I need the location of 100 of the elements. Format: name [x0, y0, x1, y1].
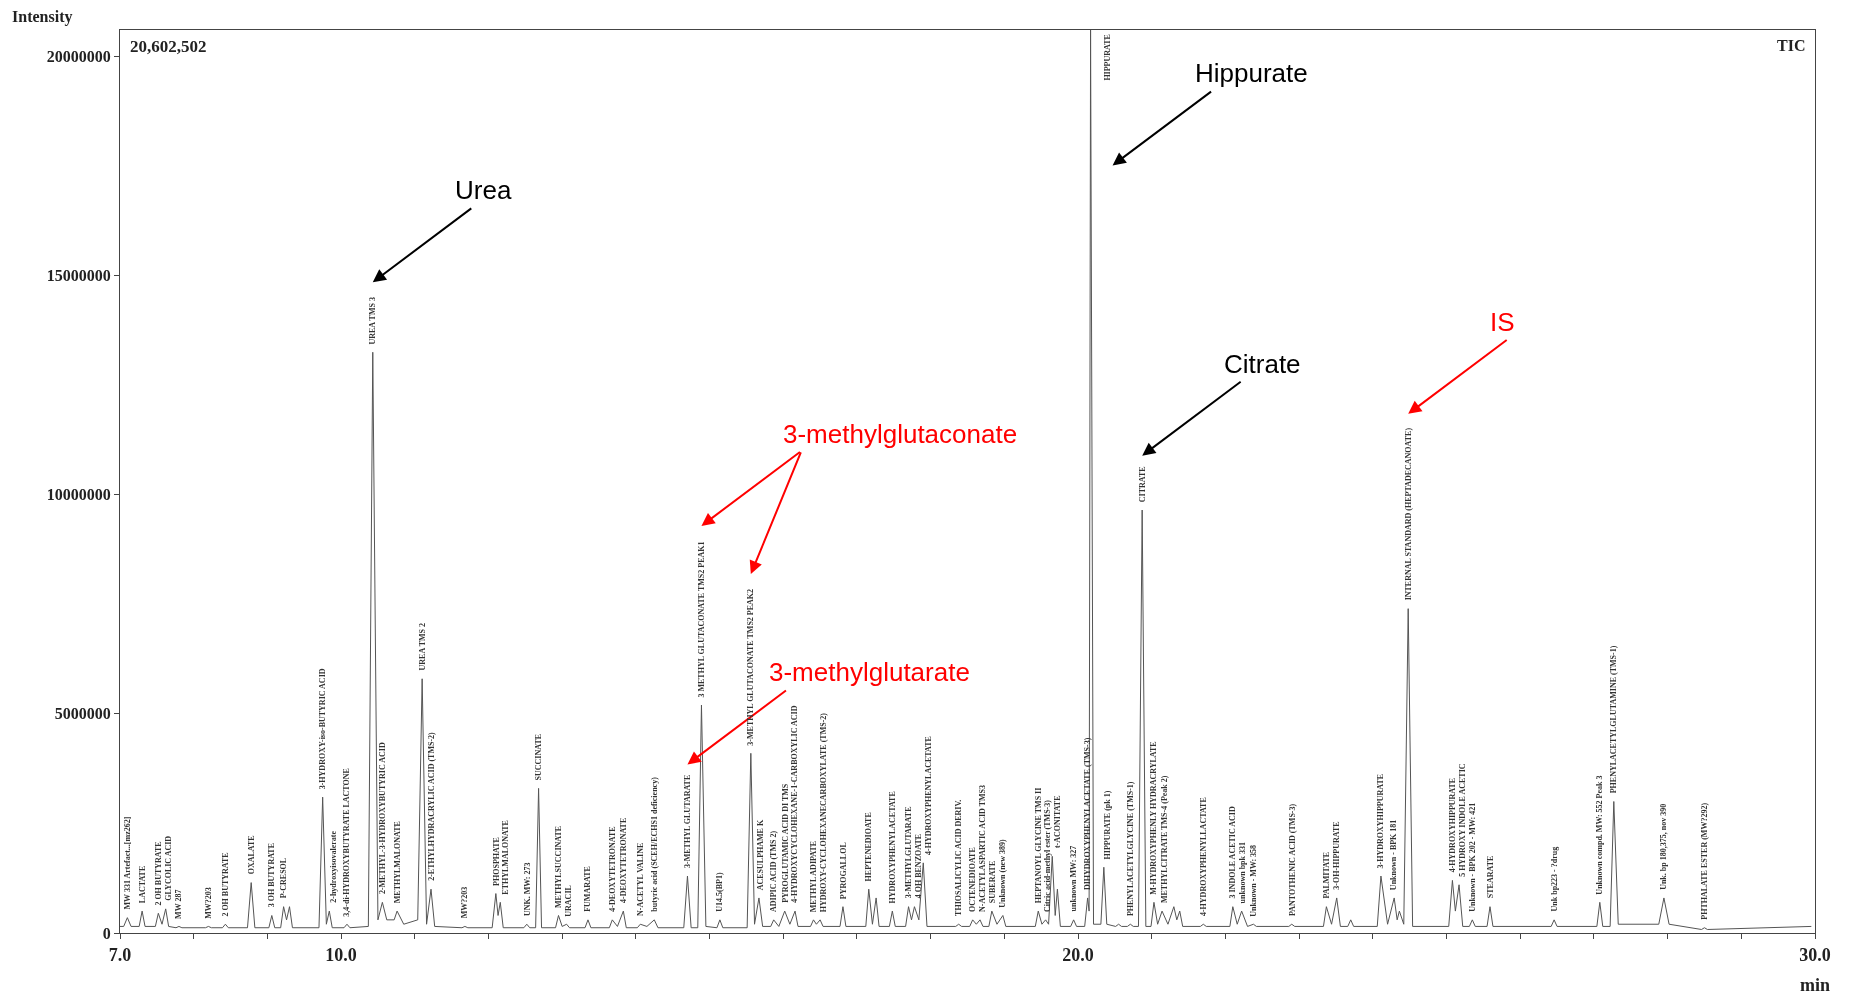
annotation: UNK. MW: 273: [522, 862, 532, 917]
annotation: IS: [1490, 307, 1515, 337]
annotation: 3-METHYL GLUTARATE: [682, 774, 692, 868]
annotation: 3-METHYLGLUTARATE: [903, 806, 913, 899]
y-tick-label: 10000000: [46, 486, 111, 504]
y-tick-label: 15000000: [46, 267, 111, 285]
annotation: METHYLSUCCINATE: [554, 825, 564, 908]
annotation: Hippurate: [1195, 58, 1308, 88]
annotation: 3-methylglutarate: [769, 657, 970, 687]
annotation: ETHYLMALONATE: [501, 820, 511, 895]
annotation: Citric acid-methyl ester (TMS-3): [1043, 799, 1053, 913]
annotation: MW 331 Artefact...[mz262]: [123, 816, 133, 910]
annotation: N-ACETYL VALINE: [635, 842, 645, 917]
annotation: FUMARATE: [583, 866, 593, 912]
annotation: unknown bpk 331: [1238, 842, 1248, 904]
annotation: URACIL: [564, 885, 574, 917]
annotation: PANTOTHENIC ACID (TMS-3): [1287, 803, 1297, 916]
annotation: CITRATE: [1138, 466, 1148, 503]
annotation: unknown MW: 327: [1068, 845, 1078, 912]
annotation: LACTATE: [138, 865, 148, 904]
annotation: Unknown (new 389): [997, 839, 1007, 908]
annotation: SUCCINATE: [533, 733, 543, 781]
annotation: GLYCOLIC ACID: [163, 835, 173, 901]
annotation: 3-METHYL GLUTACONATE TMS2 PEAK2: [746, 588, 756, 746]
annotation: HYDROXYPHENYLACETATE: [888, 791, 898, 904]
annotation: HIPPURATE (pk 1): [1102, 790, 1112, 860]
annotation: ACESULPHAME K: [756, 819, 766, 891]
annotation: Unknown compd. MW: 552 Peak 3: [1594, 775, 1604, 895]
annotation: HYDROXY-CYCLOHEXANECARBOXYLATE (TMS-2): [818, 712, 828, 913]
annotation: P-CRESOL: [278, 857, 288, 899]
annotation: 4-HYDROXYPHENYLLACTATE: [1198, 797, 1208, 917]
annotation: 4-HYDROXYPHENYLACETATE: [924, 736, 934, 855]
annotation: 2 OH BUTYRATE: [154, 841, 164, 906]
annotation: PYROGALLOL: [838, 842, 848, 900]
annotation: MW?203: [204, 887, 213, 919]
annotation: PHTHALATE ESTER (MW?292): [1700, 802, 1710, 920]
annotation: 4 OH BENZOATE: [913, 833, 923, 899]
annotation: 3 METHYL GLUTACONATE TMS2 PEAK1: [697, 541, 707, 698]
annotation: Urea: [455, 175, 512, 205]
annotation: MW 287: [174, 889, 184, 919]
annotation: 4-DEOXYTETRONATE: [618, 817, 628, 903]
annotation: 2-METHYL-3-HYDROXYBUTYRIC ACID: [378, 742, 388, 895]
annotation: METHYL ADIPATE: [808, 840, 818, 913]
annotation: HIPPURATE: [1102, 34, 1112, 81]
annotation: Unknown - BPK 181: [1389, 819, 1399, 891]
annotation: t-ACONITATE: [1053, 795, 1063, 849]
annotation: PHENYLACETYLGLUTAMINE (TMS-1): [1609, 645, 1619, 794]
annotation: 20,602,502: [130, 37, 207, 56]
annotation: METHYLMALONATE: [393, 821, 403, 904]
annotation: 3-OH-HIPPURATE: [1331, 821, 1341, 890]
annotation: HEPTENEDIOATE: [864, 812, 874, 882]
annotation: M-HYDROXYPHENLY HYDRACRYLATE: [1149, 741, 1159, 895]
annotation: U14.5(BP1): [715, 872, 725, 912]
annotation: UREA TMS 3: [368, 297, 378, 345]
annotation: Citrate: [1224, 349, 1301, 379]
line-series: [120, 30, 1812, 930]
annotation: Unk bp223 - ?drug: [1549, 846, 1559, 912]
x-tick-label: 7.0: [108, 944, 132, 965]
annotation: SUBERATE: [988, 860, 998, 904]
annotation: Unknown - MW: 358: [1249, 844, 1259, 917]
annotation: 2 OH BUTYRATE: [221, 852, 231, 917]
annotation: THIOSALICYLIC ACID DERIV.: [954, 799, 964, 916]
annotation: METHYLCITRATE TMS-4 (Peak 2): [1159, 775, 1169, 904]
annotation: ADIPIC ACID (TMS 2): [769, 830, 779, 913]
x-tick-label: 10.0: [325, 944, 357, 965]
annotation: 3-HYDROXY-iso-BUTYRIC ACID: [318, 668, 328, 790]
annotation: 2-ETHYLHYDRACRYLIC ACID (TMS-2): [427, 731, 437, 881]
y-axis-title: Intensity: [12, 8, 73, 26]
y-tick-label: 5000000: [54, 705, 111, 723]
annotation: butyric acid (SCEH/ECHS1 deficiency): [649, 776, 659, 912]
y-tick-label: 0: [102, 924, 111, 942]
annotation: N-ACETYLASPARTIC ACID TMS3: [978, 785, 988, 913]
annotation: PALMITATE: [1322, 851, 1332, 899]
annotation: DIHYDROXYPHENYLACETATE (TMS-3): [1083, 737, 1093, 891]
annotation: HEPTANOYL GLYCINE TMS II: [1034, 787, 1044, 904]
annotation: 3 INDOLE ACETIC ACID: [1228, 806, 1238, 899]
annotation: PHENYLACETYLGLYCINE (TMS-1): [1125, 781, 1135, 917]
y-tick-label: 20000000: [46, 48, 111, 66]
annotation: 3-HYDROXYHIPPURATE: [1376, 773, 1386, 869]
annotation: 3-methylglutaconate: [783, 419, 1018, 449]
x-tick-label: 30.0: [1799, 944, 1831, 965]
annotation: STEARATE: [1485, 855, 1495, 899]
annotation: TIC: [1777, 37, 1806, 54]
annotation: OXALATE: [247, 835, 257, 875]
annotation: 4-HYDROXYHIPPURATE: [1447, 777, 1457, 873]
annotation: PYROGLUTAMIC ACID DI TMS: [780, 783, 790, 903]
annotation: 5 HYDROXY INDOLE ACETIC: [1458, 763, 1468, 877]
annotation: 4-DEOXYTETRONATE: [607, 826, 617, 912]
annotation: INTERNAL STANDARD (HEPTADECANOATE): [1404, 427, 1414, 601]
x-tick-label: 20.0: [1062, 944, 1094, 965]
annotation: PHOSPHATE: [491, 837, 501, 886]
annotation: UREA TMS 2: [417, 623, 427, 671]
x-axis-title: min: [1800, 975, 1831, 995]
annotation: 2-hydroxyisovalerate: [328, 830, 338, 903]
annotation: Unk. bp 180,375, nov 390: [1658, 803, 1668, 890]
annotation: OCTENEDIOATE: [968, 847, 978, 913]
annotation: MW?203: [460, 886, 470, 919]
annotation: 4-HYDROXYCYCLOHEXANE-1-CARBOXYLIC ACID: [790, 705, 800, 903]
annotation: Unknown - BPK 202 - MW: 421: [1468, 802, 1478, 912]
annotation: 3,4-di-HYDROXYBUTYRATE LACTONE: [342, 768, 352, 917]
